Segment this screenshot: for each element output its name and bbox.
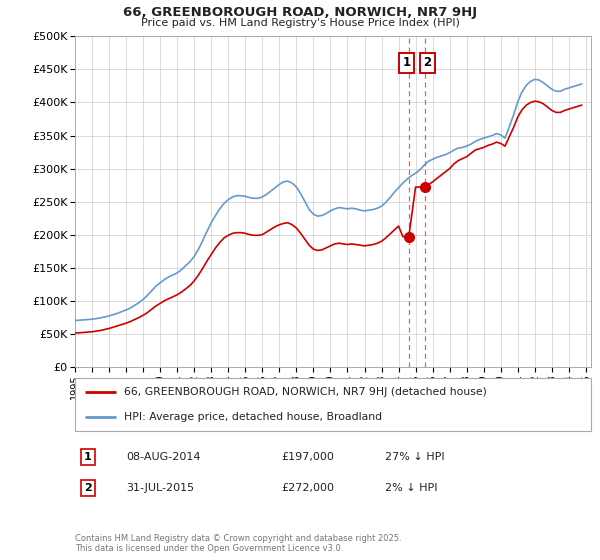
Text: £272,000: £272,000 — [281, 483, 334, 493]
Text: 1: 1 — [84, 452, 92, 462]
Text: 2: 2 — [84, 483, 92, 493]
Text: 08-AUG-2014: 08-AUG-2014 — [127, 452, 201, 462]
Text: HPI: Average price, detached house, Broadland: HPI: Average price, detached house, Broa… — [124, 412, 382, 422]
Text: Contains HM Land Registry data © Crown copyright and database right 2025.
This d: Contains HM Land Registry data © Crown c… — [75, 534, 401, 553]
Text: Price paid vs. HM Land Registry's House Price Index (HPI): Price paid vs. HM Land Registry's House … — [140, 18, 460, 28]
Text: 27% ↓ HPI: 27% ↓ HPI — [385, 452, 444, 462]
Text: 2% ↓ HPI: 2% ↓ HPI — [385, 483, 437, 493]
Text: 31-JUL-2015: 31-JUL-2015 — [127, 483, 195, 493]
Text: 66, GREENBOROUGH ROAD, NORWICH, NR7 9HJ: 66, GREENBOROUGH ROAD, NORWICH, NR7 9HJ — [123, 6, 477, 18]
Text: 66, GREENBOROUGH ROAD, NORWICH, NR7 9HJ (detached house): 66, GREENBOROUGH ROAD, NORWICH, NR7 9HJ … — [124, 388, 487, 398]
Text: £197,000: £197,000 — [281, 452, 334, 462]
Text: 1: 1 — [403, 57, 411, 69]
Text: 2: 2 — [424, 57, 431, 69]
